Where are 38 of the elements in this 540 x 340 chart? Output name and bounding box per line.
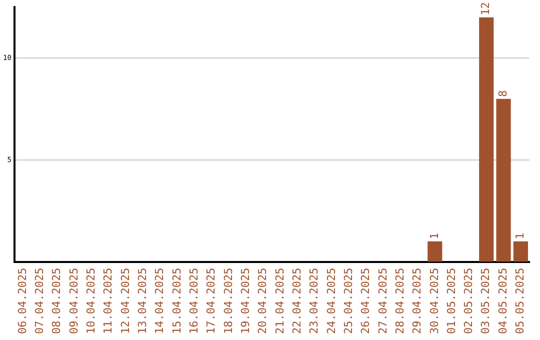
x-tick-label: 07.04.2025 [33, 268, 46, 334]
x-tick-label: 03.05.2025 [479, 268, 492, 334]
x-tick-label: 17.04.2025 [204, 268, 218, 334]
x-tick-label: 29.04.2025 [410, 268, 424, 334]
x-tick-label: 09.04.2025 [67, 268, 80, 334]
x-tick-label: 28.04.2025 [393, 268, 406, 334]
x-tick-label: 10.04.2025 [84, 268, 98, 334]
x-tick-label: 13.04.2025 [136, 268, 149, 334]
x-tick-label: 27.04.2025 [376, 268, 390, 334]
data-label: 8 [496, 90, 510, 97]
x-tick-label: 25.04.2025 [342, 268, 355, 334]
x-tick-label: 26.04.2025 [359, 268, 372, 334]
x-tick-label: 12.04.2025 [118, 268, 132, 334]
x-tick-label: 02.05.2025 [462, 268, 476, 334]
x-tick-label: 20.04.2025 [256, 268, 270, 334]
data-label: 12 [479, 2, 492, 16]
x-tick-label: 23.04.2025 [308, 268, 321, 334]
x-tick-label: 22.04.2025 [290, 268, 304, 334]
x-tick-label: 24.04.2025 [324, 268, 338, 334]
x-tick-label: 04.05.2025 [496, 268, 510, 334]
bar [513, 241, 528, 262]
bar [496, 98, 511, 262]
x-tick-label: 14.04.2025 [153, 268, 166, 334]
data-label: 1 [514, 232, 527, 240]
x-tick-label: 06.04.2025 [16, 268, 29, 334]
x-tick-label: 19.04.2025 [238, 268, 252, 334]
data-label: 1 [428, 232, 441, 240]
x-tick-label: 01.05.2025 [444, 268, 458, 334]
x-tick-label: 05.05.2025 [514, 268, 527, 334]
x-tick-label: 18.04.2025 [222, 268, 235, 334]
x-tick-label: 30.04.2025 [428, 268, 441, 334]
x-tick-label: 21.04.2025 [273, 268, 286, 334]
x-tick-label: 15.04.2025 [170, 268, 184, 334]
bar [479, 17, 494, 262]
x-tick-label: 11.04.2025 [102, 268, 115, 334]
bar [428, 241, 442, 262]
x-tick-label: 16.04.2025 [187, 268, 200, 334]
x-tick-label: 08.04.2025 [50, 268, 64, 334]
